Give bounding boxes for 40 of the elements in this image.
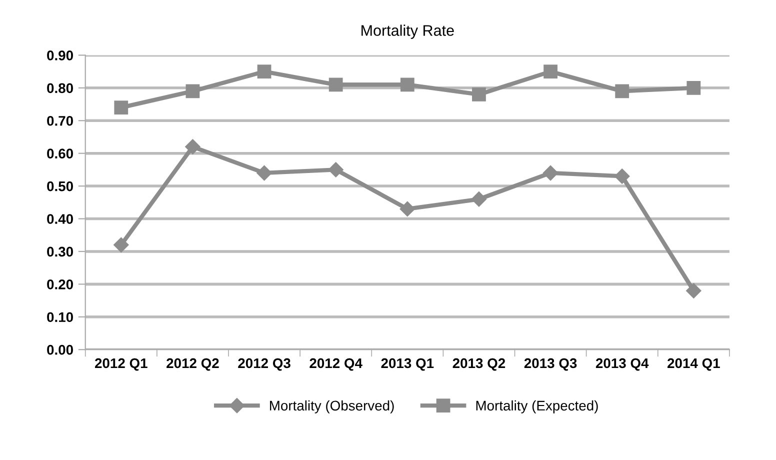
x-tick-label: 2012 Q4: [310, 358, 362, 371]
point: [114, 100, 128, 114]
chart-title: Mortality Rate: [362, 24, 454, 39]
y-tick-label: 0.40: [47, 214, 73, 224]
y-tick-label: 0.80: [47, 83, 73, 94]
point: [114, 237, 129, 252]
point: [328, 78, 343, 92]
point: [256, 165, 272, 181]
y-tick-label: 0.00: [47, 344, 73, 355]
x-tick-label: 2013 Q3: [524, 358, 577, 371]
point: [472, 88, 486, 102]
point: [686, 283, 702, 298]
point: [400, 201, 415, 217]
y-tick-label: 0.70: [47, 116, 73, 126]
y-tick-label: 0.60: [47, 148, 73, 159]
point: [471, 192, 487, 207]
legend-label: Mortality (Observed): [270, 400, 394, 414]
point: [257, 64, 272, 78]
point: [686, 80, 701, 95]
y-tick-label: 0.30: [47, 246, 73, 257]
legend-label: Mortality (Expected): [476, 400, 598, 414]
y-tick-label: 0.20: [47, 280, 73, 290]
x-tick-label: 2013 Q4: [596, 358, 649, 371]
y-tick-label: 0.90: [47, 50, 73, 60]
point: [185, 139, 200, 154]
x-tick-label: 2012 Q1: [94, 358, 148, 371]
x-tick-label: 2014 Q1: [668, 358, 720, 371]
x-tick-label: 2012 Q2: [166, 358, 219, 371]
y-tick-label: 0.10: [47, 312, 73, 322]
x-tick-label: 2013 Q2: [452, 358, 506, 371]
point: [615, 84, 630, 98]
y-tick-label: 0.50: [47, 181, 73, 192]
point: [542, 165, 558, 181]
point: [400, 78, 414, 92]
point: [328, 162, 344, 178]
point: [614, 168, 630, 184]
x-tick-label: 2013 Q1: [381, 358, 434, 371]
x-tick-label: 2012 Q3: [238, 358, 290, 371]
point: [544, 64, 558, 78]
point: [186, 84, 200, 98]
